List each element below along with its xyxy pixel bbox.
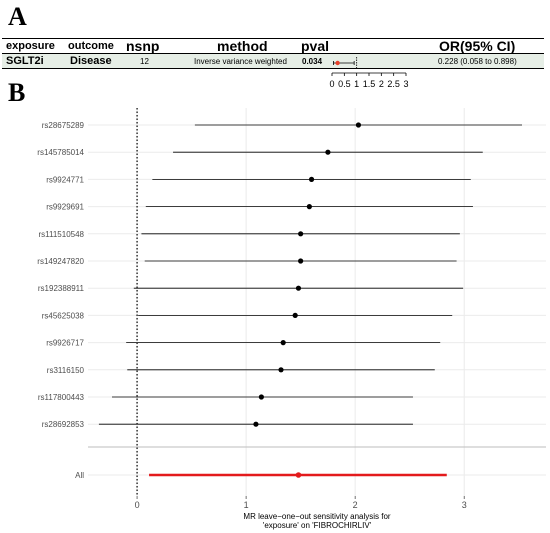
leave-one-out-forest-plot: rs28675289 rs145785014 rs9924771 rs9929691 r…	[37, 108, 546, 530]
table-top-rule	[2, 38, 544, 39]
mini-forest-tick-label: 0	[329, 79, 334, 89]
table-row-background	[2, 54, 544, 68]
snp-point	[298, 231, 304, 237]
mini-forest-tick-label: 3	[403, 79, 408, 89]
cell-exposure: SGLT2i	[6, 55, 44, 67]
x-axis-title-line: MR leave−one−out sensitivity analysis fo…	[243, 512, 391, 521]
mini-forest-tick-label: 2.5	[387, 79, 400, 89]
snp-point	[258, 394, 264, 400]
snp-point	[295, 285, 302, 291]
x-axis-tick-label: 3	[462, 500, 467, 510]
header-pval: pval	[301, 38, 330, 54]
overall-point	[295, 472, 302, 478]
cell-or-ci: 0.228 (0.058 to 0.898)	[438, 57, 517, 66]
panel-b-label: B	[8, 78, 26, 107]
snp-point	[253, 421, 259, 427]
snp-label: rs28692853	[42, 420, 85, 429]
x-axis-tick-label: 2	[353, 500, 358, 510]
header-or-ci: OR(95% CI)	[439, 38, 516, 54]
mini-forest-tick-label: 1	[354, 79, 359, 89]
header-method: method	[217, 38, 268, 54]
table-header-rule	[2, 53, 544, 54]
snp-label: rs28675289	[42, 121, 85, 130]
snp-label: rs9924771	[46, 175, 84, 184]
snp-point	[292, 312, 298, 318]
mini-forest-tick-label: 2	[379, 79, 384, 89]
mini-forest-tick-label: 0.5	[338, 79, 351, 89]
snp-point	[298, 258, 304, 264]
mini-forest-tick-label: 1.5	[363, 79, 376, 89]
cell-method: Inverse variance weighted	[194, 57, 287, 66]
mini-forest-plot: 0 0.5 1 1.5 2 2.5 3	[329, 57, 409, 89]
plot-background	[88, 108, 546, 496]
mini-forest-point	[335, 60, 340, 66]
cell-pval: 0.034	[302, 57, 323, 66]
results-table: exposure outcome nsnp method pval OR(95%…	[2, 38, 544, 69]
snp-label: rs9929691	[46, 203, 84, 212]
overall-label: All	[75, 471, 84, 480]
snp-label: rs9926717	[46, 339, 84, 348]
header-exposure: exposure	[6, 40, 55, 52]
header-outcome: outcome	[68, 40, 114, 52]
snp-label: rs111510548	[38, 230, 84, 239]
snp-point	[308, 176, 315, 182]
snp-point	[280, 340, 286, 346]
snp-point	[306, 204, 312, 210]
cell-outcome: Disease	[70, 55, 112, 67]
snp-point	[355, 122, 362, 128]
x-axis-tick-label: 1	[244, 500, 249, 510]
snp-label: rs3116150	[47, 366, 85, 375]
panel-a-label: A	[8, 2, 27, 31]
snp-label: rs117800443	[38, 393, 85, 402]
header-nsnp: nsnp	[126, 38, 160, 54]
x-axis-title-line: 'exposure' on 'FIBROCHIRLIV'	[263, 521, 372, 530]
snp-point	[325, 149, 331, 155]
snp-label: rs145785014	[37, 148, 84, 157]
cell-nsnp: 12	[140, 57, 149, 66]
x-axis-tick-label: 0	[135, 500, 140, 510]
snp-label: rs192388911	[38, 284, 85, 293]
snp-point	[278, 367, 284, 373]
table-bottom-rule	[2, 68, 544, 69]
snp-label: rs45625038	[42, 311, 85, 320]
snp-label: rs149247820	[37, 257, 84, 266]
